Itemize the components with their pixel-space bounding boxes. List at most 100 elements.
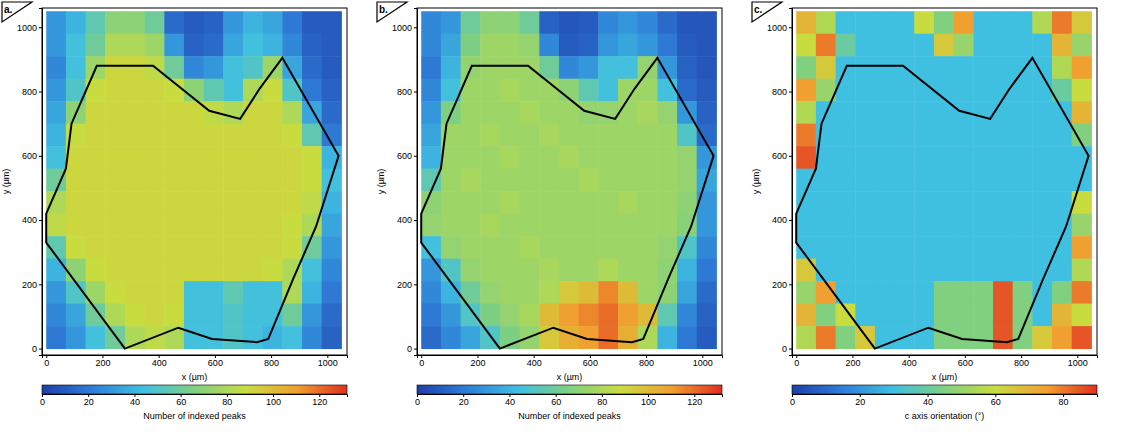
heatmap-cell: [697, 79, 717, 102]
heatmap-cell: [598, 214, 618, 237]
x-axis-tick-label: 1000: [693, 358, 713, 368]
colorbar-axis-tick-label: 20: [855, 397, 865, 407]
heatmap-cell: [973, 124, 993, 147]
y-axis-tick-label: 400: [772, 215, 787, 225]
heatmap-cell: [895, 191, 915, 214]
heatmap-cell: [1013, 79, 1033, 102]
heatmap-cell: [559, 34, 579, 57]
panel-letter-box: [2, 2, 32, 22]
x-axis-tick-label: 800: [639, 358, 654, 368]
heatmap-cell: [1032, 11, 1052, 34]
heatmap-cell: [66, 326, 86, 349]
heatmap-cell: [579, 79, 599, 102]
heatmap-cell: [125, 124, 145, 147]
heatmap-cell: [66, 236, 86, 259]
y-axis-title: y (µm): [376, 169, 386, 195]
heatmap-cell: [263, 191, 283, 214]
heatmap-cell: [263, 281, 283, 304]
heatmap-cell: [66, 259, 86, 282]
heatmap-cell: [618, 191, 638, 214]
heatmap-cell: [934, 146, 954, 169]
heatmap-cell: [461, 259, 481, 282]
heatmap-cell: [559, 11, 579, 34]
x-axis-tick-label: 0: [44, 358, 49, 368]
heatmap-cell: [184, 304, 204, 327]
heatmap-cell: [105, 146, 125, 169]
heatmap-cell: [895, 281, 915, 304]
y-axis-tick: 200: [22, 280, 42, 290]
heatmap-cell: [816, 326, 836, 349]
colorbar-axis-tick: 80: [1059, 394, 1069, 407]
heatmap-cell: [855, 11, 875, 34]
heatmap-cell: [105, 56, 125, 79]
heatmap-cell: [954, 11, 974, 34]
heatmap-cell: [638, 34, 658, 57]
y-axis-tick: 600: [772, 151, 792, 161]
heatmap-cell: [302, 11, 322, 34]
y-axis-tick: 0: [407, 344, 417, 354]
heatmap-cell: [914, 11, 934, 34]
heatmap-cell: [816, 56, 836, 79]
heatmap-cell: [973, 236, 993, 259]
heatmap-cell: [579, 281, 599, 304]
heatmap-cell: [914, 214, 934, 237]
heatmap-cell: [677, 169, 697, 192]
heatmap-cell: [441, 56, 461, 79]
heatmap-cell: [836, 326, 856, 349]
heatmap-cell: [677, 259, 697, 282]
heatmap-cell: [855, 101, 875, 124]
heatmap-cell: [421, 326, 441, 349]
heatmap-cell: [461, 124, 481, 147]
heatmap-cell: [421, 146, 441, 169]
heatmap-cell: [421, 56, 441, 79]
heatmap-cell: [973, 326, 993, 349]
heatmap-cell: [204, 56, 224, 79]
x-axis-tick: 200: [95, 355, 110, 368]
heatmap-cell: [480, 169, 500, 192]
heatmap-cell: [243, 34, 263, 57]
heatmap-cell: [223, 56, 243, 79]
panel-letter: a.: [4, 4, 13, 15]
heatmap-cell: [223, 191, 243, 214]
x-axis-line: [418, 356, 723, 359]
heatmap-cell: [520, 281, 540, 304]
heatmap-cell: [282, 124, 302, 147]
heatmap-cell: [461, 169, 481, 192]
colorbar: [792, 385, 1097, 394]
heatmap-cell: [914, 281, 934, 304]
heatmap-cell: [579, 34, 599, 57]
heatmap-cell: [855, 79, 875, 102]
heatmap-cell: [125, 101, 145, 124]
heatmap-cell: [86, 304, 106, 327]
heatmap-cell: [243, 236, 263, 259]
heatmap-cell: [993, 56, 1013, 79]
x-axis: 02004006008001000: [43, 355, 348, 368]
heatmap-cell: [1032, 236, 1052, 259]
x-axis-line: [43, 356, 348, 359]
heatmap-cell: [441, 259, 461, 282]
heatmap-cell: [954, 146, 974, 169]
heatmap-cell: [105, 124, 125, 147]
heatmap-cell: [1052, 34, 1072, 57]
heatmap-cell: [204, 11, 224, 34]
heatmap-cell: [677, 236, 697, 259]
heatmap-cell: [263, 34, 283, 57]
y-axis: 02004006008001000: [767, 9, 793, 356]
heatmap-cell: [677, 281, 697, 304]
x-axis-line: [793, 356, 1098, 359]
y-axis-tick-label: 800: [397, 87, 412, 97]
heatmap-cell: [145, 236, 165, 259]
x-axis-tick: 1000: [693, 355, 713, 368]
heatmap-cell: [145, 304, 165, 327]
heatmap-cell: [993, 191, 1013, 214]
heatmap-cell: [302, 124, 322, 147]
y-axis-tick-label: 0: [32, 344, 37, 354]
heatmap-cell: [204, 259, 224, 282]
heatmap-cell: [816, 214, 836, 237]
heatmap-cell: [796, 146, 816, 169]
heatmap-cell: [855, 146, 875, 169]
heatmap-cell: [579, 236, 599, 259]
colorbar: [42, 385, 347, 394]
heatmap-cell: [263, 304, 283, 327]
heatmap-cell: [223, 304, 243, 327]
